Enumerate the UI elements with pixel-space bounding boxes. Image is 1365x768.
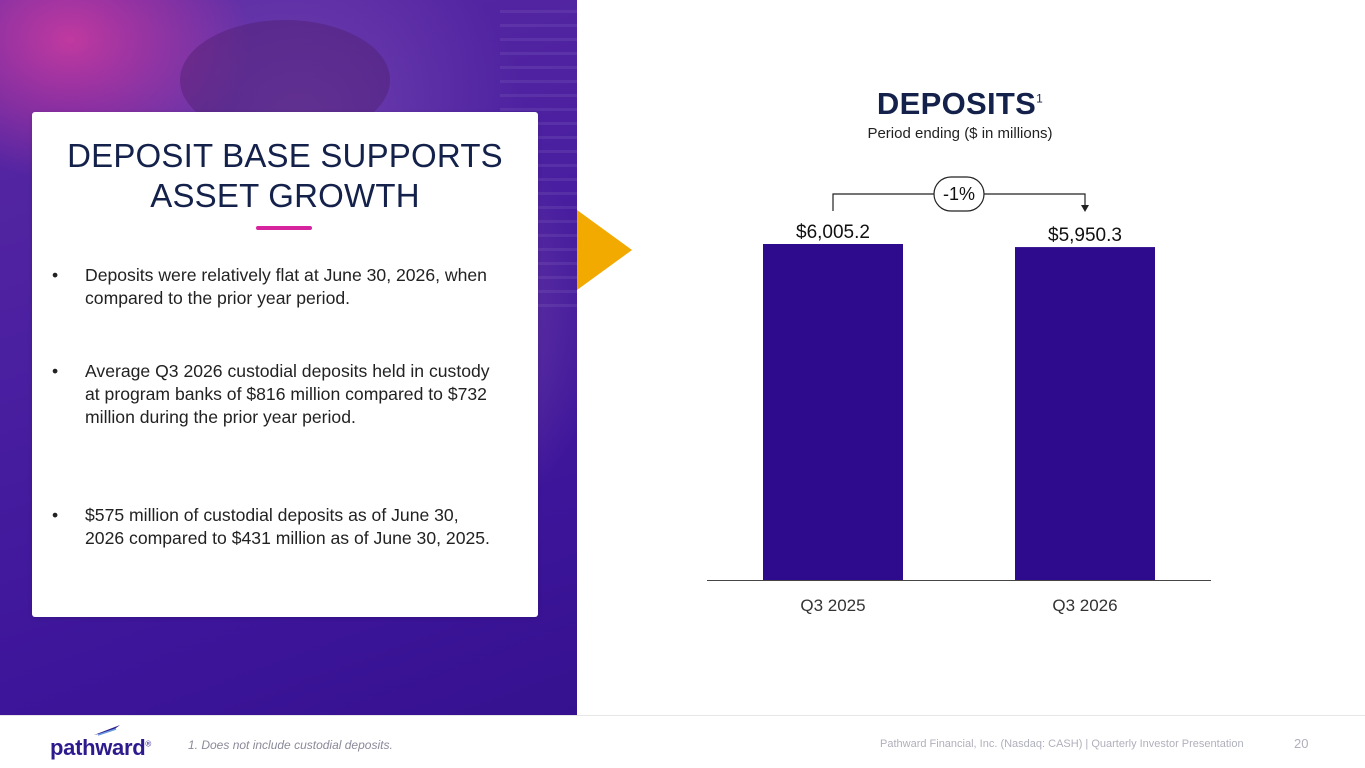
footer-divider [0, 715, 1365, 716]
x-axis-tick-label: Q3 2025 [800, 596, 865, 615]
bar-q3-2025 [763, 244, 903, 580]
bar-value-label: $6,005.2 [796, 222, 870, 243]
logo-wordmark: pathward® [50, 735, 151, 761]
bullet-dot: • [52, 505, 59, 525]
summary-card: DEPOSIT BASE SUPPORTS ASSET GROWTH • Dep… [32, 112, 538, 617]
card-title-line-2: ASSET GROWTH [150, 177, 420, 214]
chart-title-footnote-marker: 1 [1036, 91, 1044, 106]
change-pill [933, 176, 985, 212]
logo-swoosh-icon [94, 725, 120, 736]
bullet-text: Deposits were relatively flat at June 30… [85, 265, 487, 308]
company-tagline: Pathward Financial, Inc. (Nasdaq: CASH) … [880, 738, 1244, 750]
bullet-dot: • [52, 265, 59, 285]
bullet-item: • $575 million of custodial deposits as … [52, 504, 502, 550]
bar-value-label: $5,950.3 [1048, 225, 1122, 246]
page-number: 20 [1294, 736, 1309, 751]
bullet-text: Average Q3 2026 custodial deposits held … [85, 361, 490, 427]
card-title: DEPOSIT BASE SUPPORTS ASSET GROWTH [32, 136, 538, 216]
bullet-item: • Average Q3 2026 custodial deposits hel… [52, 360, 502, 429]
logo-text: pathward [50, 735, 146, 760]
title-divider [256, 226, 312, 230]
logo-registered-mark: ® [145, 739, 151, 749]
pathward-logo: pathward® [50, 723, 160, 763]
change-arrow-icon [1081, 205, 1089, 212]
x-axis-tick-label: Q3 2026 [1052, 596, 1117, 615]
deposits-bar-chart: $6,005.2 Q3 2025 $5,950.3 Q3 2026 -1% [707, 176, 1211, 615]
chart-title: DEPOSITS1 [790, 86, 1130, 122]
chart-title-text: DEPOSITS [876, 86, 1037, 121]
card-title-line-1: DEPOSIT BASE SUPPORTS [67, 137, 503, 174]
change-label: -1% [943, 184, 975, 204]
bullet-text: $575 million of custodial deposits as of… [85, 505, 490, 548]
arrow-pointer-icon [577, 210, 632, 290]
bullet-item: • Deposits were relatively flat at June … [52, 264, 502, 310]
footnote: 1. Does not include custodial deposits. [188, 738, 393, 752]
bar-q3-2026 [1015, 247, 1155, 581]
bullet-dot: • [52, 361, 59, 381]
chart-subtitle: Period ending ($ in millions) [867, 125, 1053, 142]
